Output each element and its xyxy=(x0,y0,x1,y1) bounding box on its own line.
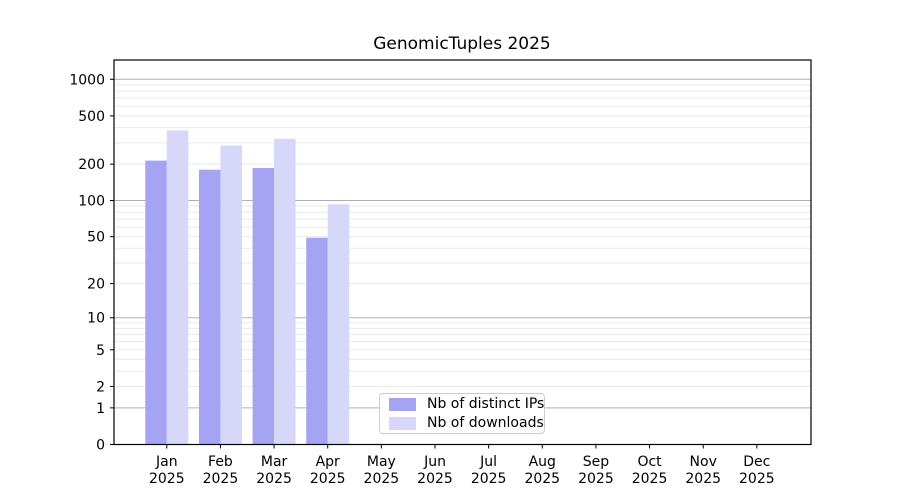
x-tick-label-year: 2025 xyxy=(203,471,239,487)
x-tick-label-month: Mar xyxy=(261,454,288,470)
x-tick-label-year: 2025 xyxy=(632,471,668,487)
x-tick-label-month: Jan xyxy=(155,454,178,470)
y-tick-label: 500 xyxy=(78,109,105,125)
y-tick-label: 1 xyxy=(96,401,105,417)
x-tick-label-month: Jul xyxy=(479,454,497,470)
x-tick-label-month: Sep xyxy=(583,454,610,470)
x-tick-label-year: 2025 xyxy=(256,471,292,487)
bar-jan-downloads xyxy=(166,130,189,445)
legend-label-downloads: Nb of downloads xyxy=(427,415,544,431)
chart-title: GenomicTuples 2025 xyxy=(373,34,551,54)
x-tick-label-year: 2025 xyxy=(471,471,507,487)
bar-apr-distinct-ips xyxy=(306,237,328,445)
x-tick-label-month: May xyxy=(367,454,396,470)
y-tick-label: 2 xyxy=(96,379,105,395)
bar-apr-downloads xyxy=(327,204,350,445)
legend-item-downloads: Nb of downloads xyxy=(389,415,544,431)
x-tick-label-month: Jun xyxy=(423,454,446,470)
bar-feb-distinct-ips xyxy=(198,169,221,445)
x-tick-label-year: 2025 xyxy=(364,471,400,487)
y-tick-label: 100 xyxy=(78,194,105,210)
x-tick-label-year: 2025 xyxy=(417,471,453,487)
bar-jan-distinct-ips xyxy=(145,160,167,445)
axis-labels: 01251020501002005001000Jan2025Feb2025Mar… xyxy=(69,72,774,487)
x-tick-label-year: 2025 xyxy=(578,471,614,487)
x-tick-label-month: Oct xyxy=(637,454,662,470)
bar-feb-downloads xyxy=(220,145,242,445)
x-tick-label-month: Apr xyxy=(316,454,340,470)
bar-mar-distinct-ips xyxy=(252,167,275,445)
x-tick-label-year: 2025 xyxy=(685,471,721,487)
x-tick-label-year: 2025 xyxy=(149,471,185,487)
y-tick-label: 20 xyxy=(87,277,105,293)
legend-label-distinct-ips: Nb of distinct IPs xyxy=(427,396,545,412)
x-tick-label-year: 2025 xyxy=(524,471,560,487)
x-tick-label-month: Dec xyxy=(743,454,770,470)
y-tick-label: 0 xyxy=(96,438,105,454)
bar-mar-downloads xyxy=(274,138,296,445)
y-tick-label: 1000 xyxy=(69,72,105,88)
x-tick-label-year: 2025 xyxy=(739,471,775,487)
bars xyxy=(145,130,350,445)
x-tick-label-month: Nov xyxy=(690,454,717,470)
distinct-ips-swatch xyxy=(389,397,416,411)
y-tick-label: 10 xyxy=(87,311,105,327)
downloads-swatch xyxy=(389,416,416,430)
axes xyxy=(110,59,812,449)
y-tick-label: 200 xyxy=(78,157,105,173)
x-tick-label-month: Aug xyxy=(529,454,556,470)
x-tick-label-year: 2025 xyxy=(310,471,346,487)
y-tick-label: 5 xyxy=(96,343,105,359)
legend-item-distinct-ips: Nb of distinct IPs xyxy=(389,396,544,412)
y-tick-label: 50 xyxy=(87,230,105,246)
x-tick-label-month: Feb xyxy=(208,454,233,470)
legend: Nb of distinct IPs Nb of downloads xyxy=(379,393,545,434)
